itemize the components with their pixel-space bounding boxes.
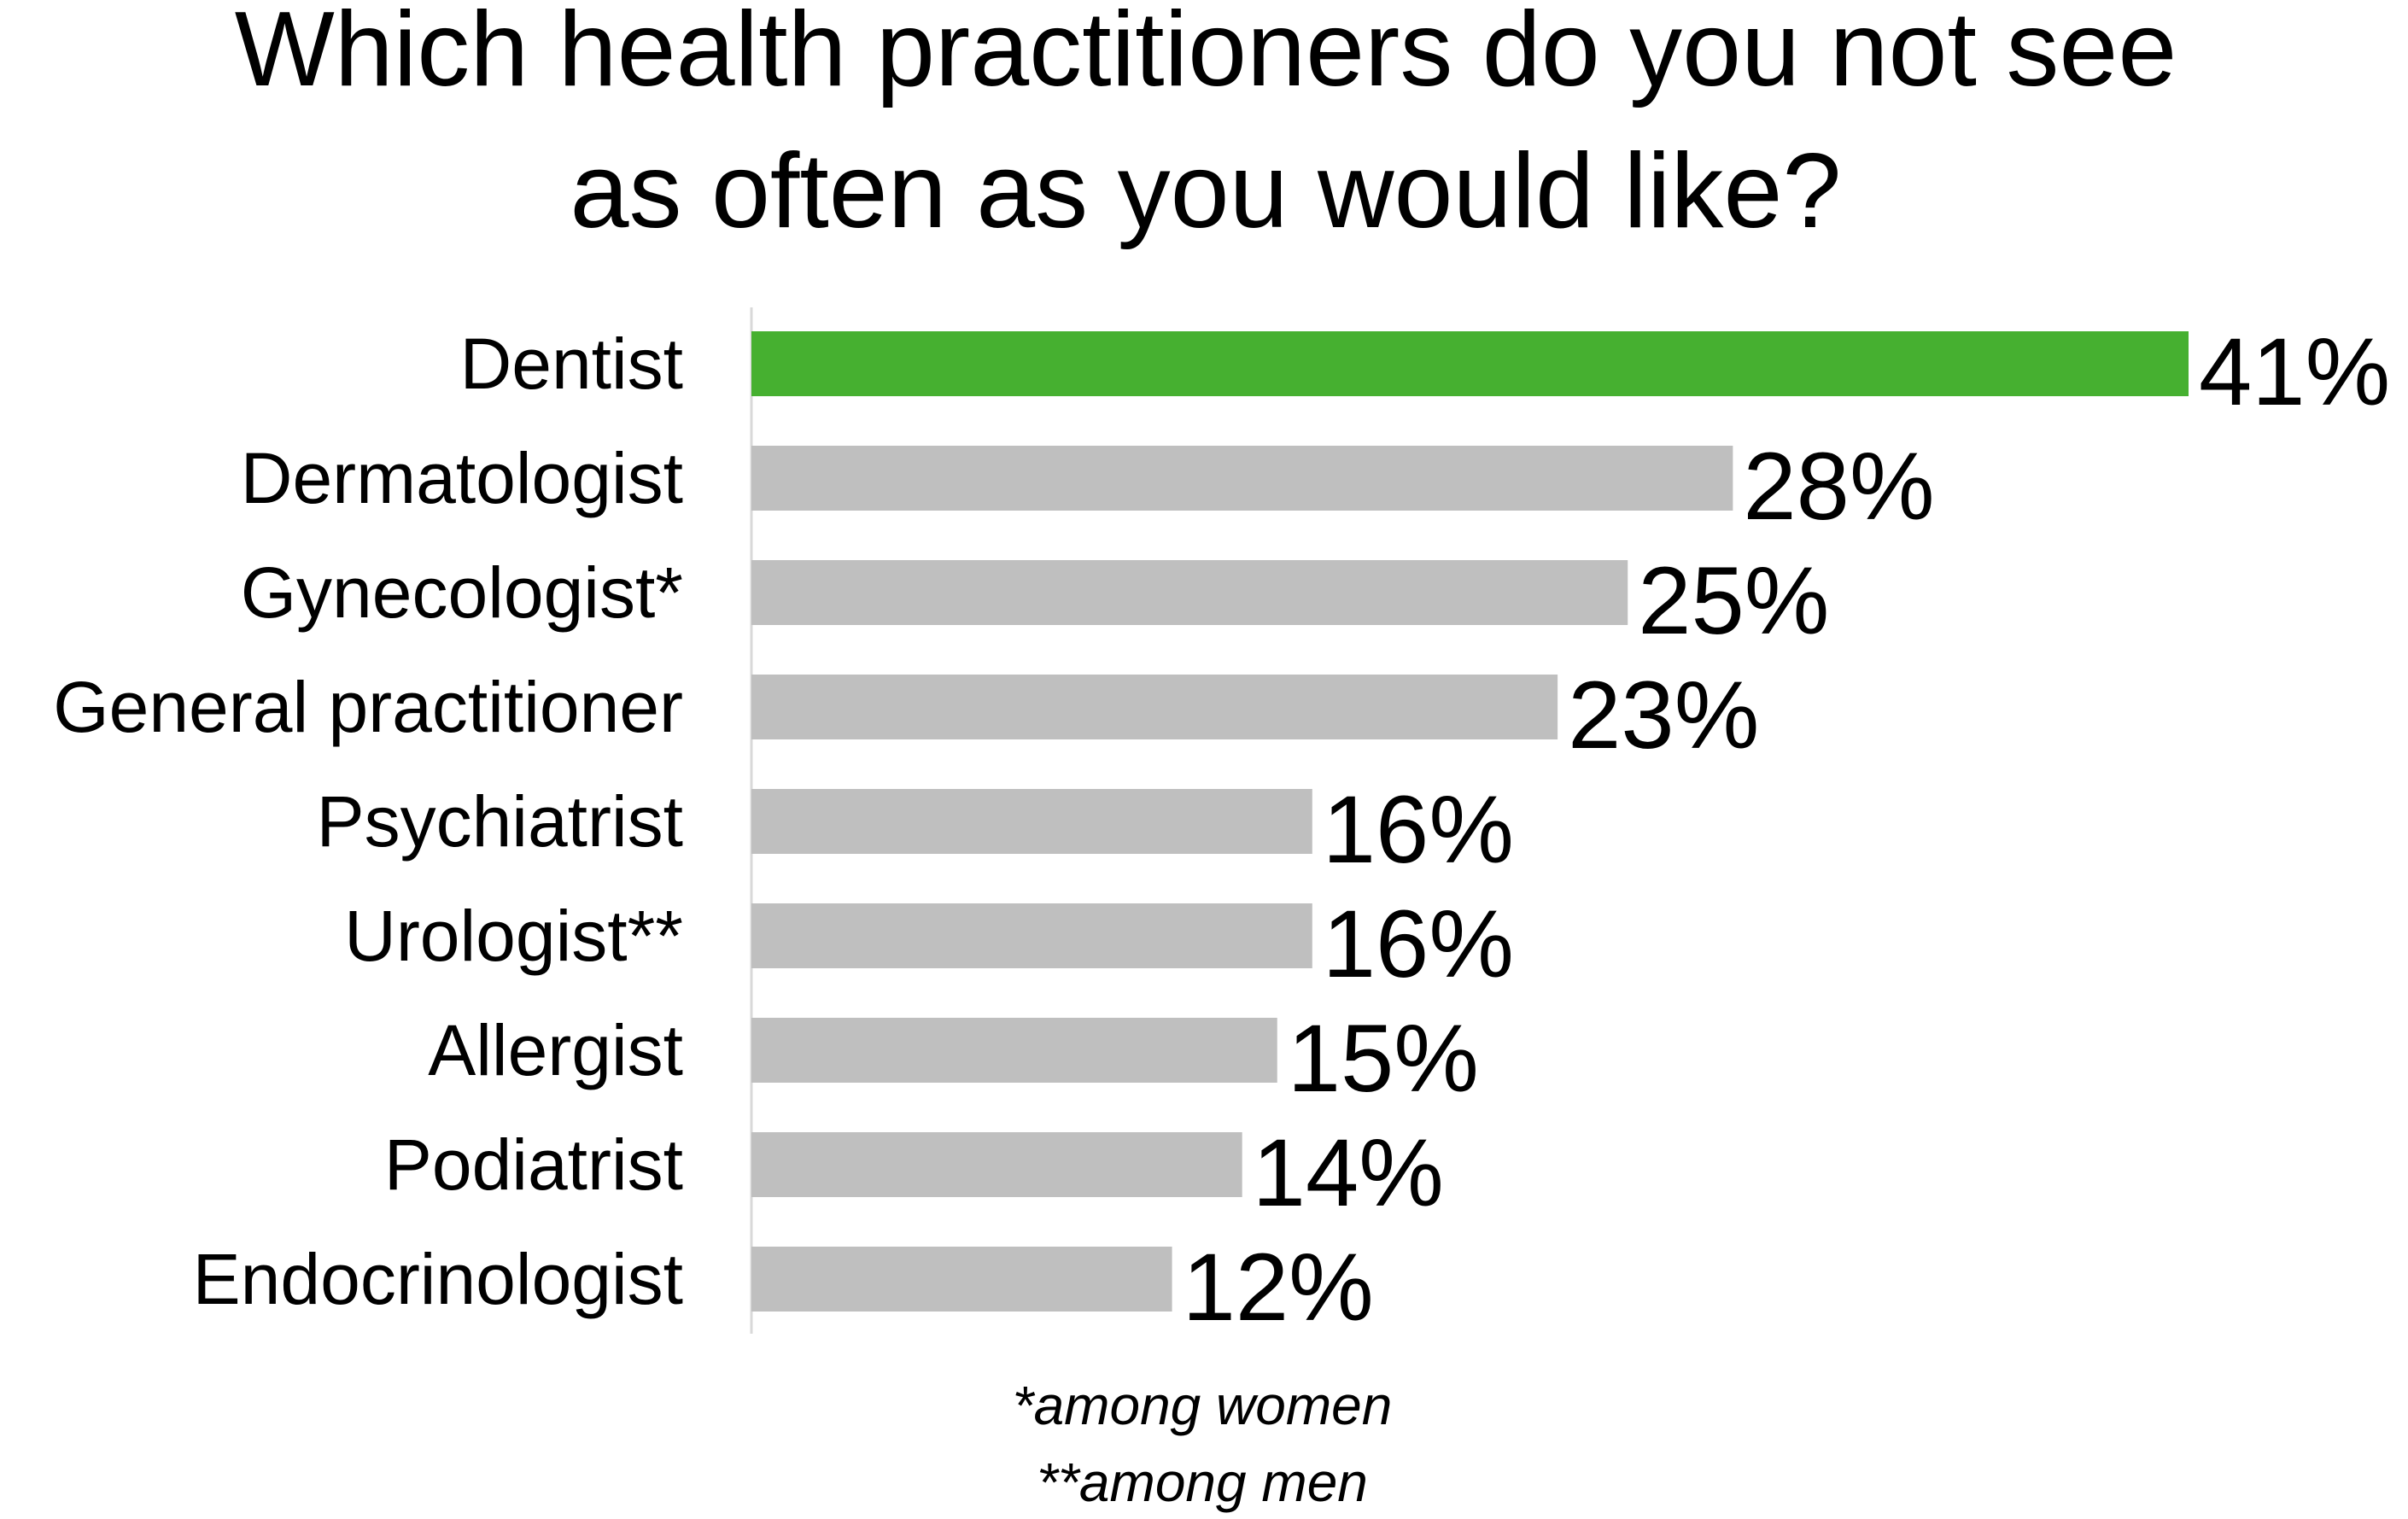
chart-title-line-2: as often as you would like? — [570, 132, 1842, 250]
data-label: 23% — [1568, 662, 1759, 768]
bar — [751, 903, 1312, 968]
category-label: Urologist** — [344, 896, 683, 976]
data-label: 25% — [1638, 547, 1829, 654]
category-label: Dentist — [460, 324, 683, 404]
footnote-women: *among women — [1013, 1375, 1393, 1436]
category-label: Podiatrist — [384, 1125, 683, 1205]
data-label: 41% — [2199, 318, 2390, 425]
bar — [751, 560, 1628, 625]
bar — [751, 1018, 1277, 1083]
footnote-men: **among men — [1037, 1452, 1368, 1513]
bar — [751, 789, 1312, 854]
category-label: General practitioner — [53, 667, 683, 747]
data-label: 12% — [1183, 1234, 1374, 1341]
category-label: Endocrinologist — [193, 1239, 683, 1319]
category-label: Gynecologist* — [241, 552, 683, 633]
chart-title-line-1: Which health practitioners do you not se… — [235, 0, 2177, 108]
data-label: 16% — [1323, 891, 1514, 997]
category-label: Allergist — [428, 1010, 683, 1090]
data-label: 15% — [1288, 1005, 1479, 1112]
bar — [751, 446, 1733, 511]
category-label: Dermatologist — [241, 438, 683, 518]
data-label: 16% — [1323, 776, 1514, 883]
data-label: 28% — [1743, 433, 1934, 540]
data-label: 14% — [1253, 1119, 1444, 1226]
bar — [751, 1247, 1172, 1312]
bar — [751, 675, 1558, 739]
bar — [751, 331, 2189, 396]
category-label: Psychiatrist — [317, 781, 683, 862]
bar — [751, 1132, 1242, 1197]
